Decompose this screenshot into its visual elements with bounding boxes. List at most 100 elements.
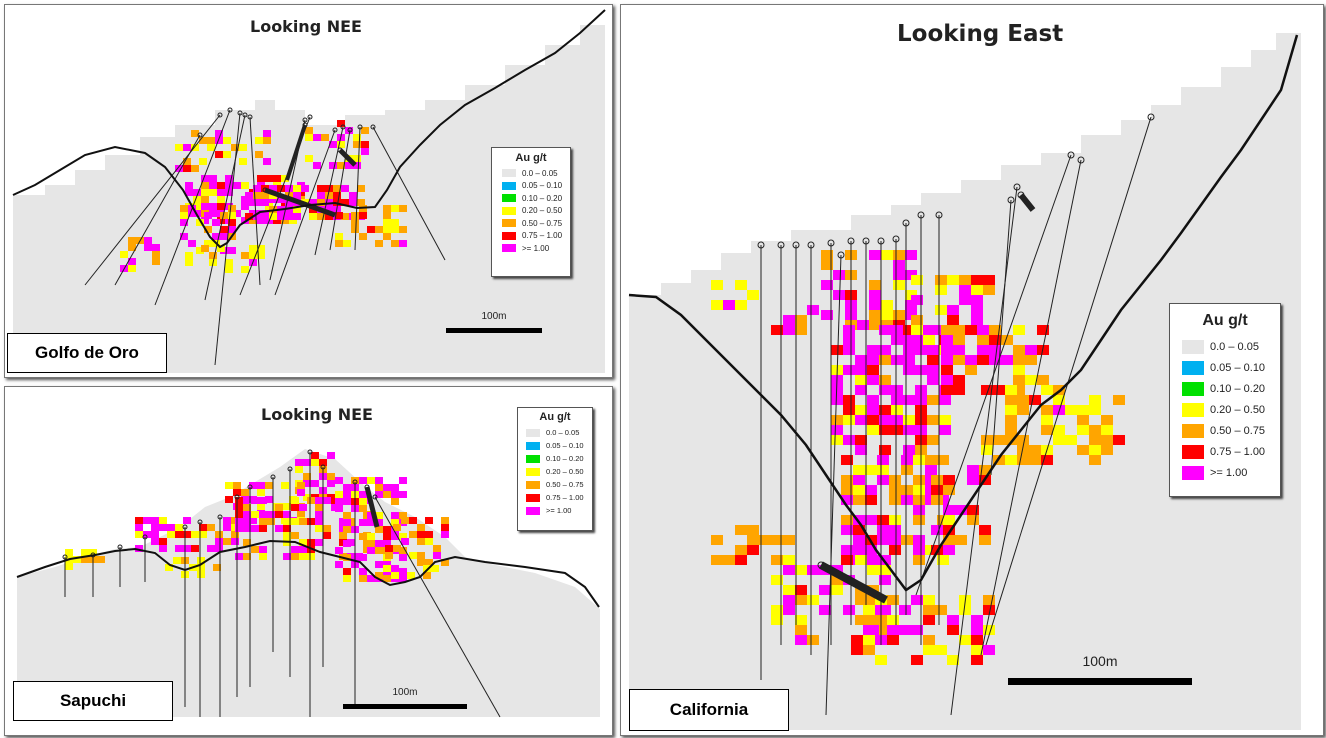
panel-title: Looking NEE bbox=[261, 405, 373, 424]
grade-cell bbox=[939, 415, 951, 425]
grade-cell bbox=[197, 564, 205, 571]
collar-marker bbox=[197, 519, 203, 525]
grade-cell bbox=[877, 525, 889, 535]
grade-cell bbox=[253, 213, 261, 220]
grade-cell bbox=[1089, 425, 1101, 435]
grade-cell bbox=[233, 489, 241, 496]
grade-cell bbox=[188, 240, 196, 247]
grade-cell bbox=[257, 482, 265, 489]
grade-cell bbox=[325, 206, 333, 213]
grade-cell bbox=[1089, 395, 1101, 405]
drill-hole bbox=[264, 187, 336, 218]
grade-cell bbox=[399, 477, 407, 484]
grade-cell bbox=[943, 535, 955, 545]
grade-cell bbox=[196, 247, 204, 254]
drill-hole bbox=[249, 116, 261, 286]
grade-cell bbox=[795, 615, 807, 625]
grade-cell bbox=[359, 568, 367, 575]
grade-cell bbox=[391, 519, 399, 526]
grade-cell bbox=[255, 151, 263, 158]
legend-swatch bbox=[502, 194, 516, 203]
grade-cell bbox=[307, 539, 315, 546]
grade-cell bbox=[841, 495, 853, 505]
grade-cell bbox=[215, 130, 223, 137]
grade-cell bbox=[329, 141, 337, 148]
grade-cell bbox=[855, 415, 867, 425]
grade-cell bbox=[359, 233, 367, 240]
grade-cell bbox=[277, 213, 285, 220]
legend-swatch bbox=[526, 454, 540, 463]
legend-item: >= 1.00 bbox=[492, 242, 570, 255]
grade-cell bbox=[259, 546, 267, 553]
grade-cell bbox=[783, 565, 795, 575]
grade-cell bbox=[335, 491, 343, 498]
legend-item: 0.75 – 1.00 bbox=[492, 230, 570, 243]
grade-cell bbox=[220, 212, 228, 219]
grade-cell bbox=[375, 240, 383, 247]
grade-cell bbox=[167, 524, 175, 531]
grade-cell bbox=[235, 504, 243, 511]
grade-cell bbox=[399, 547, 407, 554]
grade-cell bbox=[367, 575, 375, 582]
grade-cell bbox=[259, 497, 267, 504]
panel-title: Looking NEE bbox=[250, 17, 362, 36]
grade-cell bbox=[901, 455, 913, 465]
grade-cell bbox=[283, 525, 291, 532]
grade-cell bbox=[223, 137, 231, 144]
grade-cell bbox=[735, 555, 747, 565]
grade-cell bbox=[971, 655, 983, 665]
grade-cell bbox=[185, 182, 193, 189]
grade-cell bbox=[353, 155, 361, 162]
grade-cell bbox=[359, 519, 367, 526]
grade-cell bbox=[943, 475, 955, 485]
grade-cell bbox=[391, 565, 399, 572]
grade-cell bbox=[183, 158, 191, 165]
legend-label: 0.50 – 0.75 bbox=[1210, 424, 1266, 437]
drill-hole bbox=[329, 129, 351, 251]
grade-cell bbox=[891, 405, 903, 415]
legend-california: Au g/t 0.0 – 0.05 0.05 – 0.10 0.10 – 0.20 0… bbox=[1169, 303, 1281, 497]
grade-cell bbox=[417, 531, 425, 538]
grade-cell bbox=[341, 185, 349, 192]
grade-cell bbox=[931, 485, 943, 495]
grade-cell bbox=[893, 280, 905, 290]
grade-cell bbox=[889, 485, 901, 495]
drill-holes bbox=[62, 449, 501, 718]
grade-cell bbox=[391, 219, 399, 226]
legend-swatch bbox=[1182, 339, 1204, 354]
grade-cell bbox=[235, 511, 243, 518]
grade-cell bbox=[889, 535, 901, 545]
collar-marker bbox=[247, 114, 253, 120]
grade-cell bbox=[879, 625, 891, 635]
grade-cell bbox=[417, 552, 425, 559]
grade-cell bbox=[865, 485, 877, 495]
grade-cell bbox=[383, 212, 391, 219]
grade-cell bbox=[903, 355, 915, 365]
drill-hole bbox=[114, 134, 201, 286]
grade-cell bbox=[1013, 375, 1025, 385]
grade-cell bbox=[941, 375, 953, 385]
grade-cell bbox=[947, 625, 959, 635]
grade-cell bbox=[911, 275, 923, 285]
panel-golfo-de-oro: Looking NEE Au g/t 0.0 – 0.05 0.05 – 0.10… bbox=[4, 4, 613, 378]
grade-cell bbox=[935, 645, 947, 655]
grade-cell bbox=[887, 625, 899, 635]
grade-cell bbox=[299, 518, 307, 525]
grade-cell bbox=[343, 484, 351, 491]
collar-marker bbox=[217, 514, 223, 520]
grade-cell bbox=[305, 134, 313, 141]
scale-bar-line bbox=[1008, 678, 1192, 685]
legend-item: 0.0 – 0.05 bbox=[492, 167, 570, 180]
grade-cell bbox=[843, 365, 855, 375]
grade-cell bbox=[935, 275, 947, 285]
collar-marker bbox=[237, 110, 243, 116]
grade-cell bbox=[201, 189, 209, 196]
grade-cell bbox=[881, 250, 893, 260]
grade-cell bbox=[1041, 425, 1053, 435]
grade-cell bbox=[911, 625, 923, 635]
grade-cell bbox=[879, 445, 891, 455]
grade-cell bbox=[359, 491, 367, 498]
grade-cell bbox=[285, 206, 293, 213]
grade-cell bbox=[979, 525, 991, 535]
grade-cell bbox=[931, 495, 943, 505]
